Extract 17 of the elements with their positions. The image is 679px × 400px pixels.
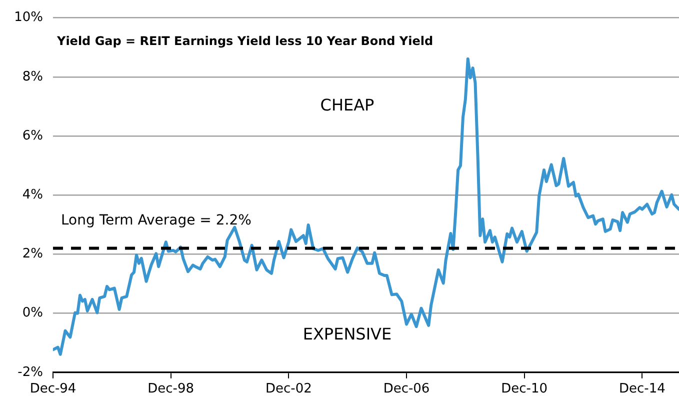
y-tick-label: 0% xyxy=(22,306,43,321)
y-tick-label: 10% xyxy=(14,10,43,26)
x-tick-label: Dec-06 xyxy=(383,382,430,397)
x-tick-label: Dec-02 xyxy=(265,382,312,397)
y-tick-label: 6% xyxy=(22,128,43,144)
text: Yield Gap = REIT Earnings Yield less 10 Year Bond Yield xyxy=(56,34,434,48)
ref-line-label: Long Term Average = 2.2% xyxy=(61,212,252,228)
x-tick-label: Dec-14 xyxy=(618,382,666,397)
y-tick-label: -2% xyxy=(18,364,43,380)
annotation: CHEAP xyxy=(320,96,375,115)
y-tick-label: 4% xyxy=(22,187,43,202)
x-tick-label: Dec-94 xyxy=(30,382,76,397)
y-tick-label: 8% xyxy=(22,69,43,84)
y-tick-label: 2% xyxy=(22,246,43,262)
x-tick-label: Dec-10 xyxy=(501,382,548,397)
x-tick-label: Dec-98 xyxy=(148,382,194,397)
annotation: EXPENSIVE xyxy=(302,324,392,344)
